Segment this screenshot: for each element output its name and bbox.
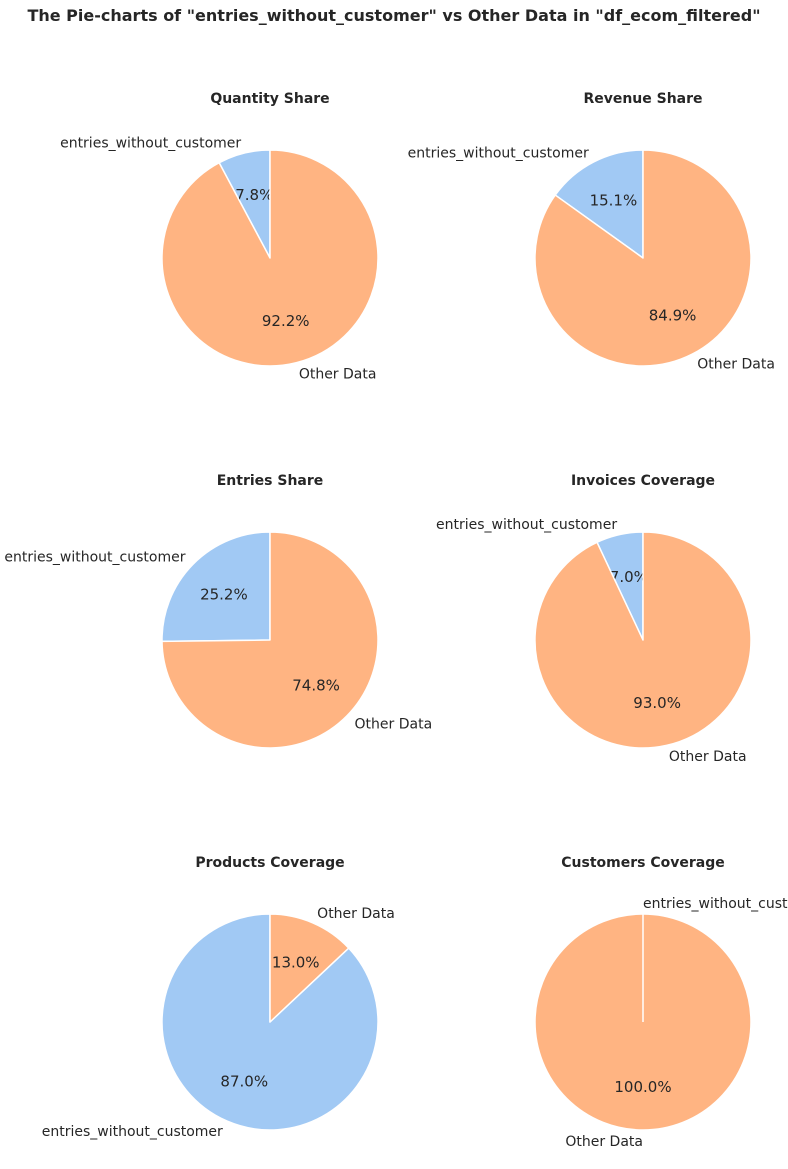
pie-chart-revenue-share: Revenue Share 15.1% entries_without_custom… (408, 91, 775, 373)
pie-category-label: entries_without_customer (436, 517, 617, 533)
pie-category-label: entries_without_customer (4, 550, 185, 566)
pie-category-label: Other Data (697, 357, 775, 373)
pie-chart-products-coverage: Products Coverage 87.0% entries_without_cu… (42, 855, 395, 1140)
pie-category-label: Other Data (317, 906, 395, 922)
pie-category-label: entries_without_customer (60, 136, 241, 152)
pie-slice-other-data (269, 913, 350, 1023)
pie-title: Customers Coverage (561, 855, 724, 871)
pie-value-label: 92.2% (262, 312, 310, 330)
pie-title: Quantity Share (210, 91, 329, 107)
pie-title: Revenue Share (583, 91, 702, 107)
pie-slice-other-data (161, 531, 379, 749)
pie-value-label: 74.8% (292, 677, 340, 695)
pie-category-label: Other Data (355, 716, 433, 732)
pie-category-label: Other Data (565, 1134, 643, 1150)
pie-value-label: 93.0% (633, 694, 681, 712)
figure-title: The Pie-charts of "entries_without_custo… (27, 6, 761, 25)
pie-slice-other-data (161, 149, 379, 367)
pie-category-label: entries_without_customer (42, 1124, 223, 1140)
pie-category-label: Other Data (669, 749, 747, 765)
pie-value-label: 87.0% (220, 1072, 268, 1090)
pie-title: Invoices Coverage (571, 473, 715, 489)
pie-title: Products Coverage (195, 855, 344, 871)
pie-chart-quantity-share: Quantity Share 7.8% entries_without_custom… (60, 91, 379, 382)
pie-value-label: 100.0% (614, 1078, 671, 1096)
pie-value-label: 13.0% (272, 954, 320, 972)
pie-category-label: entries_without_customer (643, 896, 788, 912)
pie-slice-other-data (534, 531, 752, 749)
pie-value-label: 7.0% (610, 568, 648, 586)
pie-value-label: 15.1% (590, 191, 638, 209)
pie-value-label: 25.2% (200, 585, 248, 603)
pie-chart-entries-share: Entries Share 25.2% entries_without_custom… (4, 473, 433, 749)
pie-category-label: Other Data (299, 366, 377, 382)
pie-title: Entries Share (217, 473, 324, 489)
pie-chart-invoices-coverage: Invoices Coverage 7.0% entries_without_cus… (436, 473, 752, 765)
pie-slice-entries-without-customer (161, 531, 271, 643)
pie-slice-entries-without-customer (554, 149, 644, 259)
pie-value-label: 7.8% (235, 186, 273, 204)
pie-slice-other-data (534, 149, 752, 367)
pie-category-label: entries_without_customer (408, 145, 589, 161)
pie-chart-customers-coverage: Customers Coverage0.0%entries_without_cu… (534, 855, 788, 1150)
pie-value-label: 84.9% (649, 307, 697, 325)
